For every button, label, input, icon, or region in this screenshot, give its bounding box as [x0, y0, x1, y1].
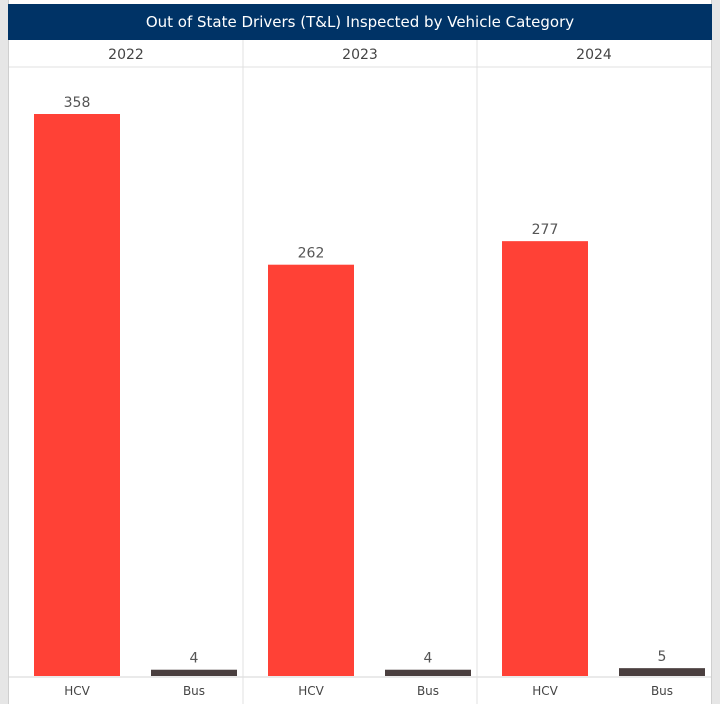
- x-tick-label: HCV: [532, 684, 558, 698]
- bar-value-label: 358: [64, 95, 91, 111]
- panel-year-label: 2022: [108, 47, 144, 63]
- bar-hcv: [502, 241, 588, 676]
- bar-bus: [385, 669, 471, 676]
- x-tick-label: Bus: [417, 684, 439, 698]
- bar-bus: [151, 669, 237, 676]
- bar-value-label: 4: [424, 651, 433, 667]
- bar-value-label: 277: [532, 222, 559, 238]
- x-tick-label: Bus: [183, 684, 205, 698]
- bar-bus: [619, 668, 705, 676]
- bar-value-label: 262: [298, 246, 325, 262]
- panel-year-label: 2024: [576, 47, 612, 63]
- chart-title: Out of State Drivers (T&L) Inspected by …: [8, 4, 712, 40]
- bar-value-label: 4: [190, 651, 199, 667]
- chart-frame: [8, 0, 712, 704]
- x-tick-label: HCV: [64, 684, 90, 698]
- bar-hcv: [34, 114, 120, 676]
- x-tick-label: HCV: [298, 684, 324, 698]
- bar-hcv: [268, 264, 354, 676]
- panel-year-label: 2023: [342, 47, 378, 63]
- x-tick-label: Bus: [651, 684, 673, 698]
- bar-value-label: 5: [658, 649, 667, 665]
